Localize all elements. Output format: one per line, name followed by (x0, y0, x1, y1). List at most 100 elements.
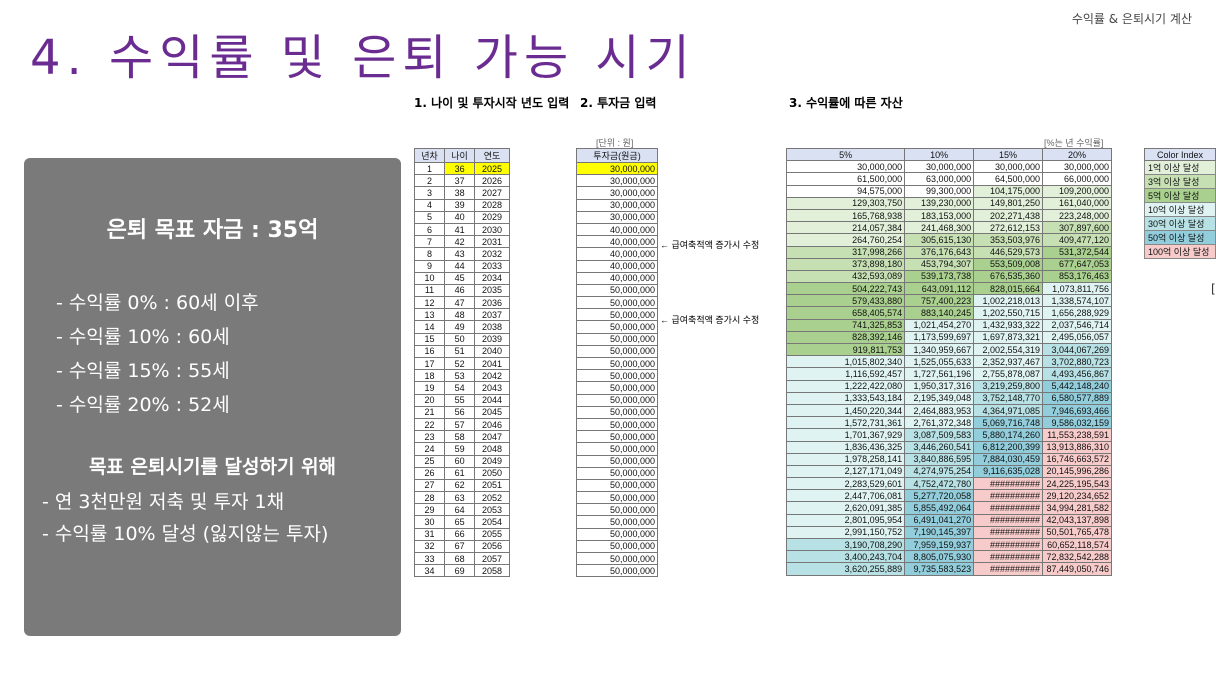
asset-cell[interactable]: ########## (973, 513, 1043, 527)
asset-cell[interactable]: 16,746,663,572 (1042, 452, 1112, 466)
table-cell[interactable]: 2041 (474, 356, 510, 371)
asset-cell[interactable]: 453,794,307 (904, 257, 975, 271)
asset-cell[interactable]: 6,580,577,889 (1042, 391, 1112, 405)
table-cell[interactable]: 38 (444, 186, 476, 200)
table-cell[interactable]: 49 (444, 320, 476, 334)
asset-cell[interactable]: 1,432,933,322 (973, 318, 1043, 332)
asset-cell[interactable]: 1,021,454,270 (904, 318, 975, 332)
table-cell[interactable]: 2047 (474, 430, 510, 444)
asset-cell[interactable]: 4,752,472,780 (904, 477, 975, 491)
investment-cell[interactable]: 30,000,000 (576, 174, 658, 188)
asset-cell[interactable]: 305,615,130 (904, 233, 975, 247)
table-cell[interactable]: 45 (444, 271, 476, 285)
table-cell[interactable]: 41 (444, 222, 476, 237)
table-cell[interactable]: 51 (444, 344, 476, 359)
investment-cell[interactable]: 30,000,000 (576, 210, 658, 224)
asset-cell[interactable]: 94,575,000 (785, 184, 906, 198)
table-cell[interactable]: 57 (444, 417, 476, 432)
table-cell[interactable]: 2038 (474, 320, 510, 334)
table-cell[interactable]: 43 (444, 247, 476, 261)
table-cell[interactable]: 53 (444, 369, 476, 383)
investment-cell[interactable]: 50,000,000 (576, 454, 658, 468)
investment-cell[interactable]: 50,000,000 (576, 564, 658, 578)
asset-cell[interactable]: 677,647,053 (1042, 257, 1112, 271)
table-cell[interactable]: 2053 (474, 503, 510, 517)
asset-cell[interactable]: 531,372,544 (1042, 245, 1112, 259)
investment-cell[interactable]: 30,000,000 (576, 161, 658, 176)
table-cell[interactable]: 2057 (474, 551, 510, 566)
asset-cell[interactable]: 272,612,153 (973, 221, 1043, 235)
asset-cell[interactable]: 139,230,000 (904, 196, 975, 210)
table-cell[interactable]: 2026 (474, 174, 510, 188)
table-cell[interactable]: 19 (413, 381, 446, 395)
asset-cell[interactable]: 658,405,574 (785, 306, 906, 320)
asset-cell[interactable]: 99,300,000 (904, 184, 975, 198)
table-cell[interactable]: 63 (444, 491, 476, 505)
table-cell[interactable]: 18 (413, 369, 446, 383)
investment-cell[interactable]: 50,000,000 (576, 332, 658, 346)
asset-cell[interactable]: 2,352,937,467 (973, 355, 1043, 369)
table-cell[interactable]: 23 (413, 430, 446, 444)
asset-cell[interactable]: 7,946,693,466 (1042, 403, 1112, 418)
asset-cell[interactable]: 3,044,067,269 (1042, 342, 1112, 357)
asset-cell[interactable]: 63,000,000 (904, 172, 975, 186)
table-cell[interactable]: 10 (413, 271, 446, 285)
asset-cell[interactable]: 2,283,529,601 (785, 477, 906, 491)
asset-cell[interactable]: 376,176,643 (904, 245, 975, 259)
asset-cell[interactable]: 64,500,000 (973, 172, 1043, 186)
asset-cell[interactable]: 104,175,000 (973, 184, 1043, 198)
asset-cell[interactable]: 3,620,255,889 (785, 562, 906, 576)
asset-cell[interactable]: 72,832,542,288 (1042, 550, 1112, 564)
asset-cell[interactable]: 42,043,137,898 (1042, 513, 1112, 527)
asset-cell[interactable]: 2,755,878,087 (973, 367, 1043, 381)
table-cell[interactable]: 2046 (474, 417, 510, 432)
table-cell[interactable]: 44 (444, 259, 476, 273)
table-cell[interactable]: 58 (444, 430, 476, 444)
asset-cell[interactable]: 409,477,120 (1042, 233, 1112, 247)
investment-cell[interactable]: 50,000,000 (576, 527, 658, 541)
asset-cell[interactable]: 2,761,372,348 (904, 416, 975, 430)
table-cell[interactable]: 11 (413, 283, 446, 298)
table-cell[interactable]: 15 (413, 332, 446, 346)
asset-cell[interactable]: 11,553,238,591 (1042, 428, 1112, 442)
asset-cell[interactable]: 4,274,975,254 (904, 464, 975, 479)
table-cell[interactable]: 46 (444, 283, 476, 298)
asset-cell[interactable]: 30,000,000 (904, 160, 975, 174)
table-cell[interactable]: 55 (444, 393, 476, 407)
asset-cell[interactable]: 828,392,146 (785, 330, 906, 345)
table-cell[interactable]: 1 (413, 161, 446, 176)
asset-cell[interactable]: 4,493,456,867 (1042, 367, 1112, 381)
table-cell[interactable]: 21 (413, 405, 446, 419)
table-cell[interactable]: 52 (444, 356, 476, 371)
asset-cell[interactable]: 373,898,180 (785, 257, 906, 271)
asset-cell[interactable]: 307,897,600 (1042, 221, 1112, 235)
investment-cell[interactable]: 40,000,000 (576, 235, 658, 249)
investment-cell[interactable]: 50,000,000 (576, 551, 658, 566)
table-cell[interactable]: 4 (413, 198, 446, 212)
table-cell[interactable]: 2042 (474, 369, 510, 383)
asset-cell[interactable]: 5,855,492,064 (904, 501, 975, 515)
asset-cell[interactable]: 30,000,000 (1042, 160, 1112, 174)
asset-cell[interactable]: 5,069,716,748 (973, 416, 1043, 430)
asset-cell[interactable]: 129,303,750 (785, 196, 906, 210)
asset-cell[interactable]: 539,173,738 (904, 269, 975, 284)
asset-cell[interactable]: 202,271,438 (973, 208, 1043, 223)
table-cell[interactable]: 2037 (474, 308, 510, 322)
asset-cell[interactable]: 1,525,055,633 (904, 355, 975, 369)
asset-cell[interactable]: 446,529,573 (973, 245, 1043, 259)
investment-cell[interactable]: 40,000,000 (576, 271, 658, 285)
asset-cell[interactable]: 149,801,250 (973, 196, 1043, 210)
table-cell[interactable]: 20 (413, 393, 446, 407)
table-cell[interactable]: 61 (444, 466, 476, 480)
investment-cell[interactable]: 50,000,000 (576, 320, 658, 334)
table-cell[interactable]: 32 (413, 539, 446, 554)
asset-cell[interactable]: 30,000,000 (973, 160, 1043, 174)
asset-cell[interactable]: 2,037,546,714 (1042, 318, 1112, 332)
asset-cell[interactable]: 2,127,171,049 (785, 464, 906, 479)
table-cell[interactable]: 2054 (474, 515, 510, 529)
table-cell[interactable]: 28 (413, 491, 446, 505)
table-cell[interactable]: 69 (444, 564, 476, 578)
investment-cell[interactable]: 50,000,000 (576, 478, 658, 493)
table-cell[interactable]: 7 (413, 235, 446, 249)
asset-cell[interactable]: 1,015,802,340 (785, 355, 906, 369)
